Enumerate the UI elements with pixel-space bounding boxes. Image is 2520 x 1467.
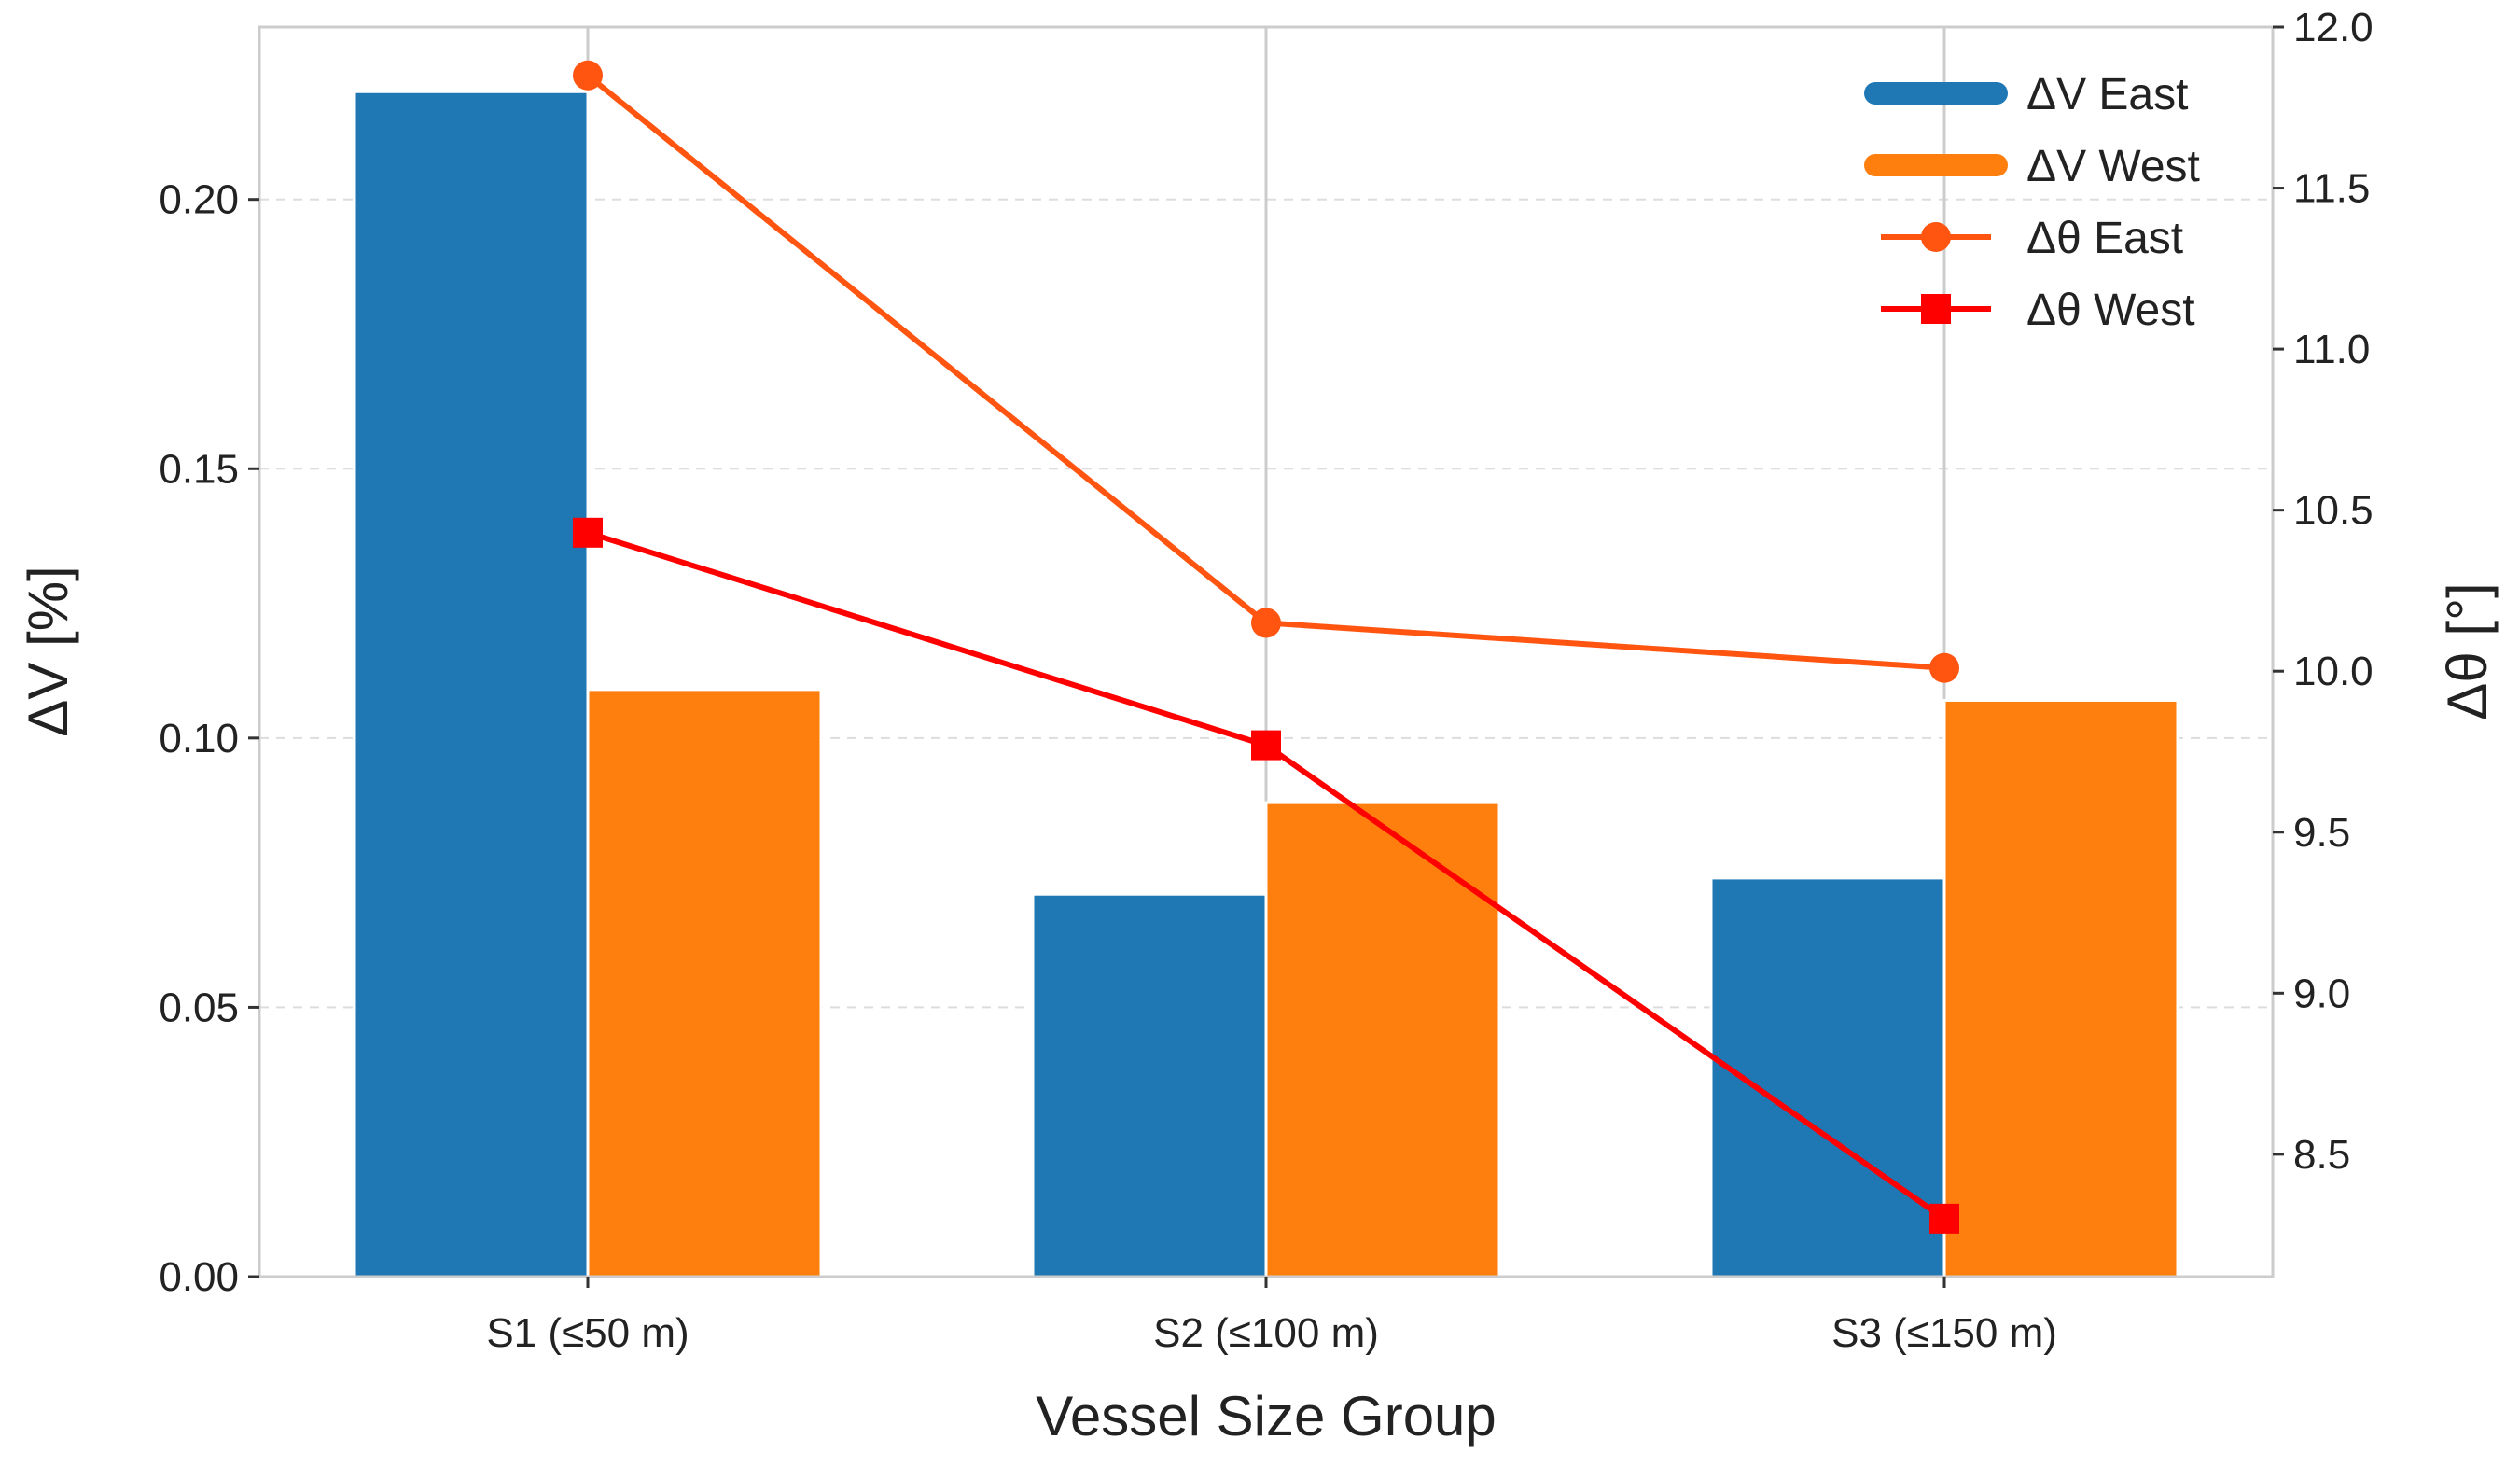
bar-west-3 — [1942, 698, 2179, 1278]
bar-east-1 — [353, 90, 590, 1278]
bars-layer — [353, 90, 2179, 1278]
bar-east-2 — [1031, 892, 1268, 1278]
point-dtheta-west-1 — [573, 517, 603, 548]
axes-layer: 0.00 0.05 0.10 0.15 0.20 8.5 9.0 9.5 10.0 10.5 11.… — [159, 5, 2373, 1356]
legend-label-dtheta-east: Δθ East — [2026, 214, 2183, 263]
point-dtheta-west-2 — [1251, 730, 1281, 761]
y-right-tick-label: 11.0 — [2293, 327, 2370, 372]
y-right-tick-label: 10.5 — [2293, 488, 2374, 534]
y-left-tick-label: 0.20 — [159, 177, 239, 223]
legend-label-dv-east: ΔV East — [2026, 70, 2188, 119]
legend-label-dtheta-west: Δθ West — [2026, 286, 2195, 335]
point-dtheta-east-3 — [1929, 652, 1959, 683]
y-right-tick-label: 11.5 — [2293, 166, 2370, 212]
point-dtheta-east-2 — [1251, 608, 1281, 638]
y-left-tick-label: 0.15 — [159, 446, 239, 492]
legend-label-dv-west: ΔV West — [2026, 142, 2200, 191]
y-left-tick-label: 0.05 — [159, 985, 239, 1030]
y-axis-right-title: Δθ [°] — [2436, 582, 2499, 720]
legend-marker-dtheta-east — [1921, 222, 1951, 252]
bar-west-2 — [1264, 801, 1501, 1278]
point-dtheta-east-1 — [573, 60, 603, 91]
y-right-tick-label: 9.5 — [2293, 810, 2350, 856]
y-axis-left-title: ΔV [%] — [17, 566, 79, 736]
y-left-tick-label: 0.10 — [159, 716, 239, 761]
bar-east-3 — [1709, 876, 1946, 1278]
y-left-tick-label: 0.00 — [159, 1254, 239, 1300]
y-right-tick-label: 10.0 — [2293, 649, 2374, 694]
bar-west-1 — [586, 688, 823, 1278]
legend-marker-dtheta-west — [1921, 294, 1951, 324]
x-tick-label: S1 (≤50 m) — [486, 1310, 689, 1356]
lines-layer — [573, 60, 1959, 1234]
y-right-tick-label: 12.0 — [2293, 5, 2374, 50]
y-right-tick-label: 9.0 — [2293, 971, 2350, 1016]
x-tick-label: S3 (≤150 m) — [1831, 1310, 2057, 1356]
x-axis-title: Vessel Size Group — [1036, 1385, 1497, 1447]
legend: ΔV East ΔV West Δθ East Δθ West — [1864, 70, 2200, 335]
x-tick-label: S2 (≤100 m) — [1153, 1310, 1379, 1356]
point-dtheta-west-3 — [1929, 1203, 1959, 1234]
y-right-tick-label: 8.5 — [2293, 1132, 2350, 1178]
